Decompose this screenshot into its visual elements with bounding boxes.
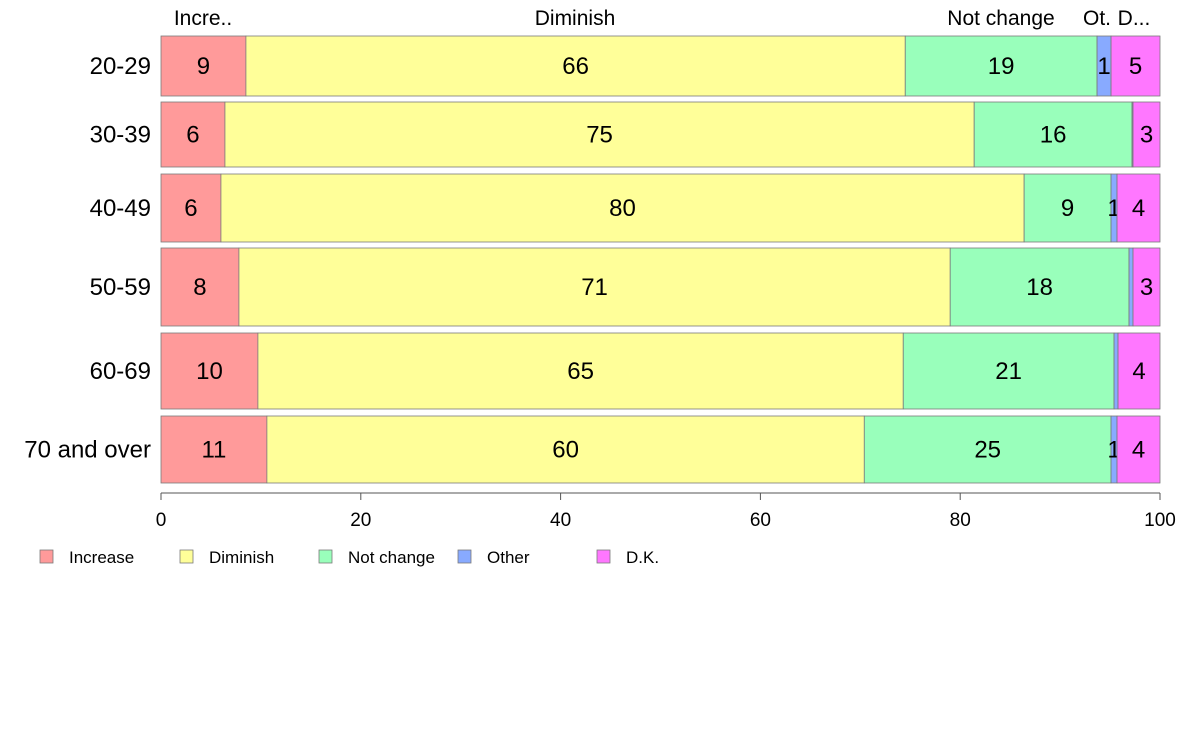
- data-label: 11: [201, 437, 226, 464]
- bar-segment-diminish: [238, 247, 951, 327]
- legend-label: Not change: [348, 548, 435, 567]
- bar-segment-d-k-: [1116, 415, 1161, 484]
- bar-segment-increase: [160, 101, 226, 168]
- bar-segment-increase: [160, 247, 240, 327]
- legend-swatch: [318, 549, 333, 564]
- bar-segment-diminish: [224, 101, 975, 168]
- data-label: 8: [193, 274, 206, 301]
- bar-segment-d-k-: [1110, 35, 1161, 97]
- data-label: 5: [1129, 53, 1142, 80]
- data-label: 6: [186, 122, 199, 149]
- bar-segment-diminish: [245, 35, 906, 97]
- x-tick-label: 80: [950, 510, 971, 531]
- bar-segment-other: [1113, 332, 1119, 410]
- data-label: 3: [1140, 274, 1153, 301]
- legend-label: Diminish: [209, 548, 274, 567]
- x-tick-label: 100: [1144, 510, 1176, 531]
- data-label: 6: [184, 195, 197, 222]
- data-label: 60: [552, 437, 579, 464]
- category-label: 60-69: [90, 358, 151, 385]
- bar-segment-not-change: [904, 35, 1098, 97]
- category-label: 20-29: [90, 53, 151, 80]
- data-label: 3: [1140, 122, 1153, 149]
- data-label: 4: [1132, 358, 1145, 385]
- x-tick-label: 40: [550, 510, 571, 531]
- data-label: 80: [609, 195, 636, 222]
- legend-label: D.K.: [626, 548, 659, 567]
- data-label: 71: [581, 274, 608, 301]
- legend-swatch: [457, 549, 472, 564]
- category-label: 70 and over: [24, 437, 151, 464]
- data-label: 4: [1132, 437, 1145, 464]
- legend-swatch: [596, 549, 611, 564]
- bar-segment-increase: [160, 173, 222, 243]
- x-tick-label: 0: [156, 510, 167, 531]
- bar-segment-not-change: [1023, 173, 1112, 243]
- bar-segment-increase: [160, 332, 259, 410]
- data-label: 66: [562, 53, 589, 80]
- data-label: 16: [1040, 122, 1067, 149]
- data-label: 65: [567, 358, 594, 385]
- data-label: 19: [988, 53, 1015, 80]
- bar-segment-diminish: [220, 173, 1025, 243]
- bar-segment-not-change: [973, 101, 1133, 168]
- bar-segment-increase: [160, 415, 268, 484]
- bar-segment-diminish: [266, 415, 865, 484]
- legend-label: Increase: [69, 548, 134, 567]
- bar-segment-d-k-: [1132, 101, 1161, 168]
- legend-label: Other: [487, 548, 530, 567]
- legend-swatch: [179, 549, 194, 564]
- data-label: 25: [974, 437, 1001, 464]
- bar-segment-diminish: [257, 332, 904, 410]
- series-header-label: Not change: [947, 7, 1054, 30]
- data-label: 18: [1026, 274, 1053, 301]
- data-label: 21: [995, 358, 1022, 385]
- data-label: 10: [196, 358, 223, 385]
- series-header-label: Diminish: [535, 7, 616, 30]
- bar-segment-d-k-: [1117, 332, 1161, 410]
- data-label: 4: [1132, 195, 1145, 222]
- series-header-label: D...: [1118, 7, 1151, 30]
- series-header-label: Ot.: [1083, 7, 1111, 30]
- bar-segment-increase: [160, 35, 247, 97]
- bar-segment-d-k-: [1116, 173, 1161, 243]
- bar-segment-not-change: [863, 415, 1112, 484]
- bar-segment-not-change: [949, 247, 1130, 327]
- legend-swatch: [39, 549, 54, 564]
- bar-segment-d-k-: [1132, 247, 1161, 327]
- x-tick-label: 60: [750, 510, 771, 531]
- category-label: 50-59: [90, 274, 151, 301]
- bar-segment-not-change: [902, 332, 1115, 410]
- data-label: 75: [586, 122, 613, 149]
- data-label: 1: [1097, 53, 1110, 80]
- series-header-label: Incre..: [174, 7, 232, 30]
- data-label: 9: [1061, 195, 1074, 222]
- category-label: 30-39: [90, 122, 151, 149]
- x-tick-label: 20: [350, 510, 371, 531]
- bar-segment-other: [1128, 247, 1134, 327]
- category-label: 40-49: [90, 195, 151, 222]
- data-label: 9: [197, 53, 210, 80]
